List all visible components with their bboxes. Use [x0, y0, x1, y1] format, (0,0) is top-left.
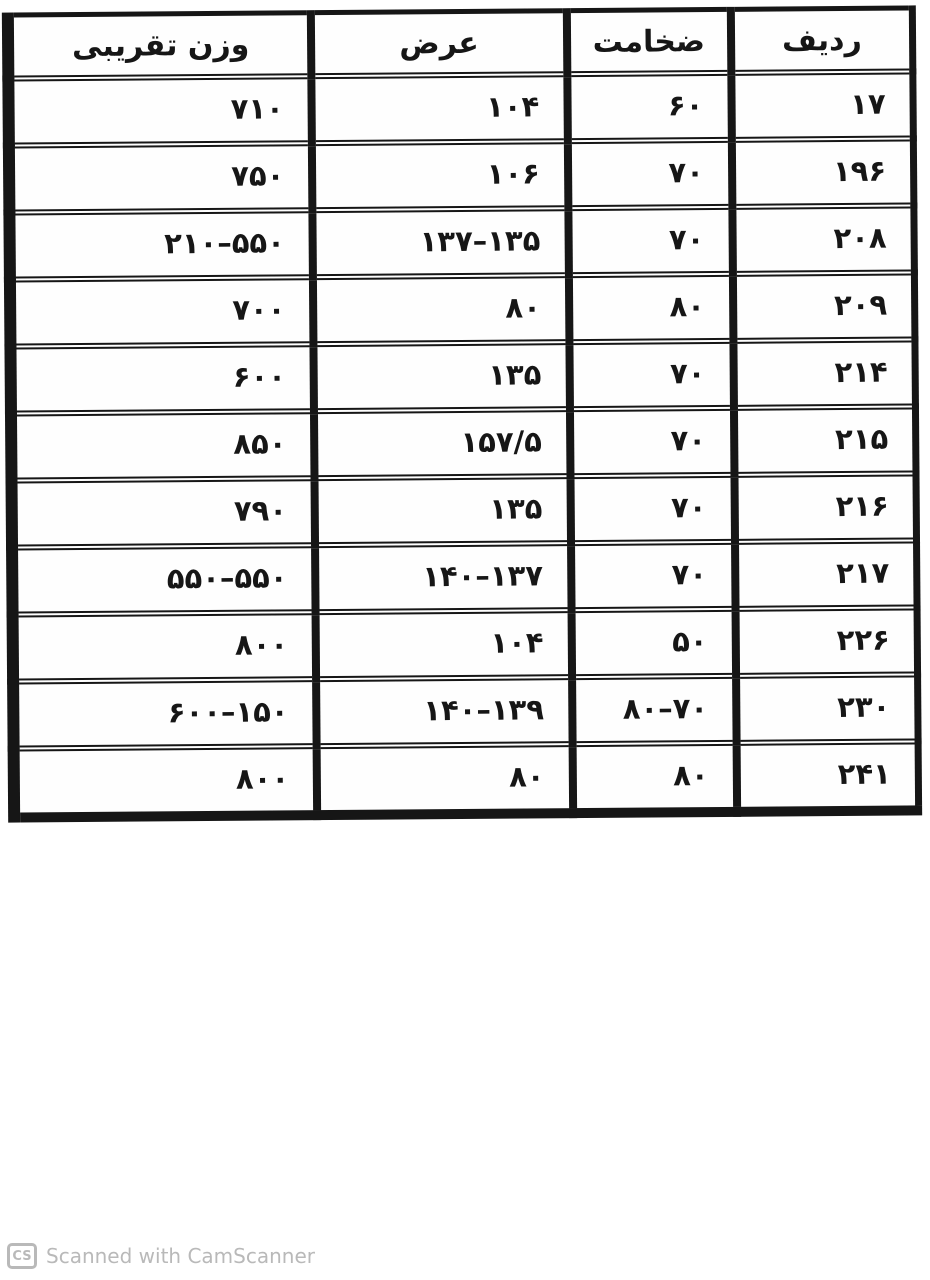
- cell-width: ۸۰: [316, 744, 573, 816]
- cell-width: ۱۳۷–۱۳۵: [312, 208, 569, 278]
- cell-weight: ۷۹۰: [11, 478, 316, 548]
- header-width: عرض: [311, 10, 568, 77]
- cell-thickness: ۷۰: [568, 206, 733, 276]
- cell-width: ۱۰۶: [312, 141, 569, 211]
- cell-weight: ۸۰۰: [13, 746, 318, 818]
- header-thickness: ضخامت: [566, 9, 732, 75]
- cell-radif: ۲۱۴: [733, 339, 916, 408]
- cell-width: ۱۴۰–۱۳۹: [316, 677, 573, 747]
- header-radif: ردیف: [730, 7, 913, 73]
- cell-thickness: ۶۰: [567, 72, 732, 142]
- camscanner-watermark: CS Scanned with CamScanner: [7, 1243, 315, 1269]
- cell-thickness: ۷۰: [569, 340, 734, 410]
- camscanner-logo-icon: CS: [7, 1243, 37, 1269]
- cell-width: ۸۰: [313, 275, 570, 345]
- cell-radif: ۲۱۵: [733, 406, 916, 475]
- table-row: ۶۰۰ ۱۳۵ ۷۰ ۲۱۴: [10, 339, 916, 414]
- table-row: ۷۵۰ ۱۰۶ ۷۰ ۱۹۶: [8, 138, 914, 213]
- table-body: ۷۱۰ ۱۰۴ ۶۰ ۱۷ ۷۵۰ ۱۰۶ ۷۰ ۱۹۶ ۲۱۰–۵۵۰ ۱۳۷–۱۳۵ ۷۰ ۲۰۸…: [8, 71, 919, 818]
- cell-weight: ۸۰۰: [12, 612, 317, 682]
- table-row: ۲۱۰–۵۵۰ ۱۳۷–۱۳۵ ۷۰ ۲۰۸: [9, 205, 915, 280]
- table-row: ۶۰۰–۱۵۰ ۱۴۰–۱۳۹ ۸۰–۷۰ ۲۳۰: [13, 674, 919, 749]
- cell-thickness: ۸۰–۷۰: [571, 675, 737, 745]
- cell-thickness: ۷۰: [570, 474, 735, 544]
- cell-thickness: ۷۰: [570, 541, 736, 611]
- header-row: وزن تقریبی عرض ضخامت ردیف: [8, 7, 913, 79]
- cell-thickness: ۸۰: [568, 273, 734, 343]
- cell-radif: ۱۷: [731, 71, 914, 140]
- cell-thickness: ۷۰: [569, 407, 735, 477]
- cell-radif: ۲۴۱: [736, 741, 919, 812]
- cell-weight: ۶۰۰: [10, 344, 315, 414]
- cell-width: ۱۳۵: [314, 476, 571, 546]
- cell-weight: ۷۰۰: [9, 277, 314, 347]
- steel-spec-table: وزن تقریبی عرض ضخامت ردیف ۷۱۰ ۱۰۴ ۶۰ ۱۷ ۷۵۰ ۱…: [1, 5, 923, 823]
- cell-weight: ۷۱۰: [8, 76, 313, 146]
- table-row: ۷۱۰ ۱۰۴ ۶۰ ۱۷: [8, 71, 914, 146]
- table-row: ۸۵۰ ۱۵۷/۵ ۷۰ ۲۱۵: [10, 406, 916, 481]
- table-row: ۷۰۰ ۸۰ ۸۰ ۲۰۹: [9, 272, 915, 347]
- cell-width: ۱۰۴: [315, 610, 572, 680]
- cell-radif: ۲۱۷: [734, 540, 918, 609]
- watermark-text: Scanned with CamScanner: [46, 1244, 315, 1268]
- table-row: ۵۵۰–۵۵۰ ۱۴۰–۱۳۷ ۷۰ ۲۱۷: [12, 540, 918, 615]
- cell-radif: ۱۹۶: [731, 138, 914, 207]
- cell-weight: ۶۰۰–۱۵۰: [13, 679, 317, 749]
- cell-weight: ۸۵۰: [10, 411, 315, 481]
- cell-weight: ۵۵۰–۵۵۰: [12, 545, 316, 615]
- cell-radif: ۲۲۶: [735, 607, 918, 676]
- table-row: ۷۹۰ ۱۳۵ ۷۰ ۲۱۶: [11, 473, 917, 548]
- cell-weight: ۷۵۰: [8, 143, 313, 213]
- cell-thickness: ۸۰: [572, 742, 737, 814]
- cell-thickness: ۷۰: [567, 139, 733, 209]
- cell-radif: ۲۰۸: [732, 205, 915, 274]
- cell-width: ۱۳۵: [313, 342, 570, 412]
- table-rotation-wrap: وزن تقریبی عرض ضخامت ردیف ۷۱۰ ۱۰۴ ۶۰ ۱۷ ۷۵۰ ۱…: [1, 5, 923, 823]
- cell-thickness: ۵۰: [571, 608, 736, 678]
- cell-width: ۱۵۷/۵: [314, 409, 571, 479]
- cell-radif: ۲۱۶: [734, 473, 917, 542]
- table-row: ۸۰۰ ۸۰ ۸۰ ۲۴۱: [13, 741, 919, 818]
- table-header: وزن تقریبی عرض ضخامت ردیف: [8, 7, 913, 79]
- cell-radif: ۲۰۹: [732, 272, 915, 341]
- table-row: ۸۰۰ ۱۰۴ ۵۰ ۲۲۶: [12, 607, 918, 682]
- cell-weight: ۲۱۰–۵۵۰: [9, 210, 314, 280]
- cell-width: ۱۰۴: [311, 74, 568, 144]
- cell-radif: ۲۳۰: [735, 674, 919, 743]
- cell-width: ۱۴۰–۱۳۷: [315, 543, 572, 613]
- header-weight: وزن تقریبی: [71, 27, 250, 64]
